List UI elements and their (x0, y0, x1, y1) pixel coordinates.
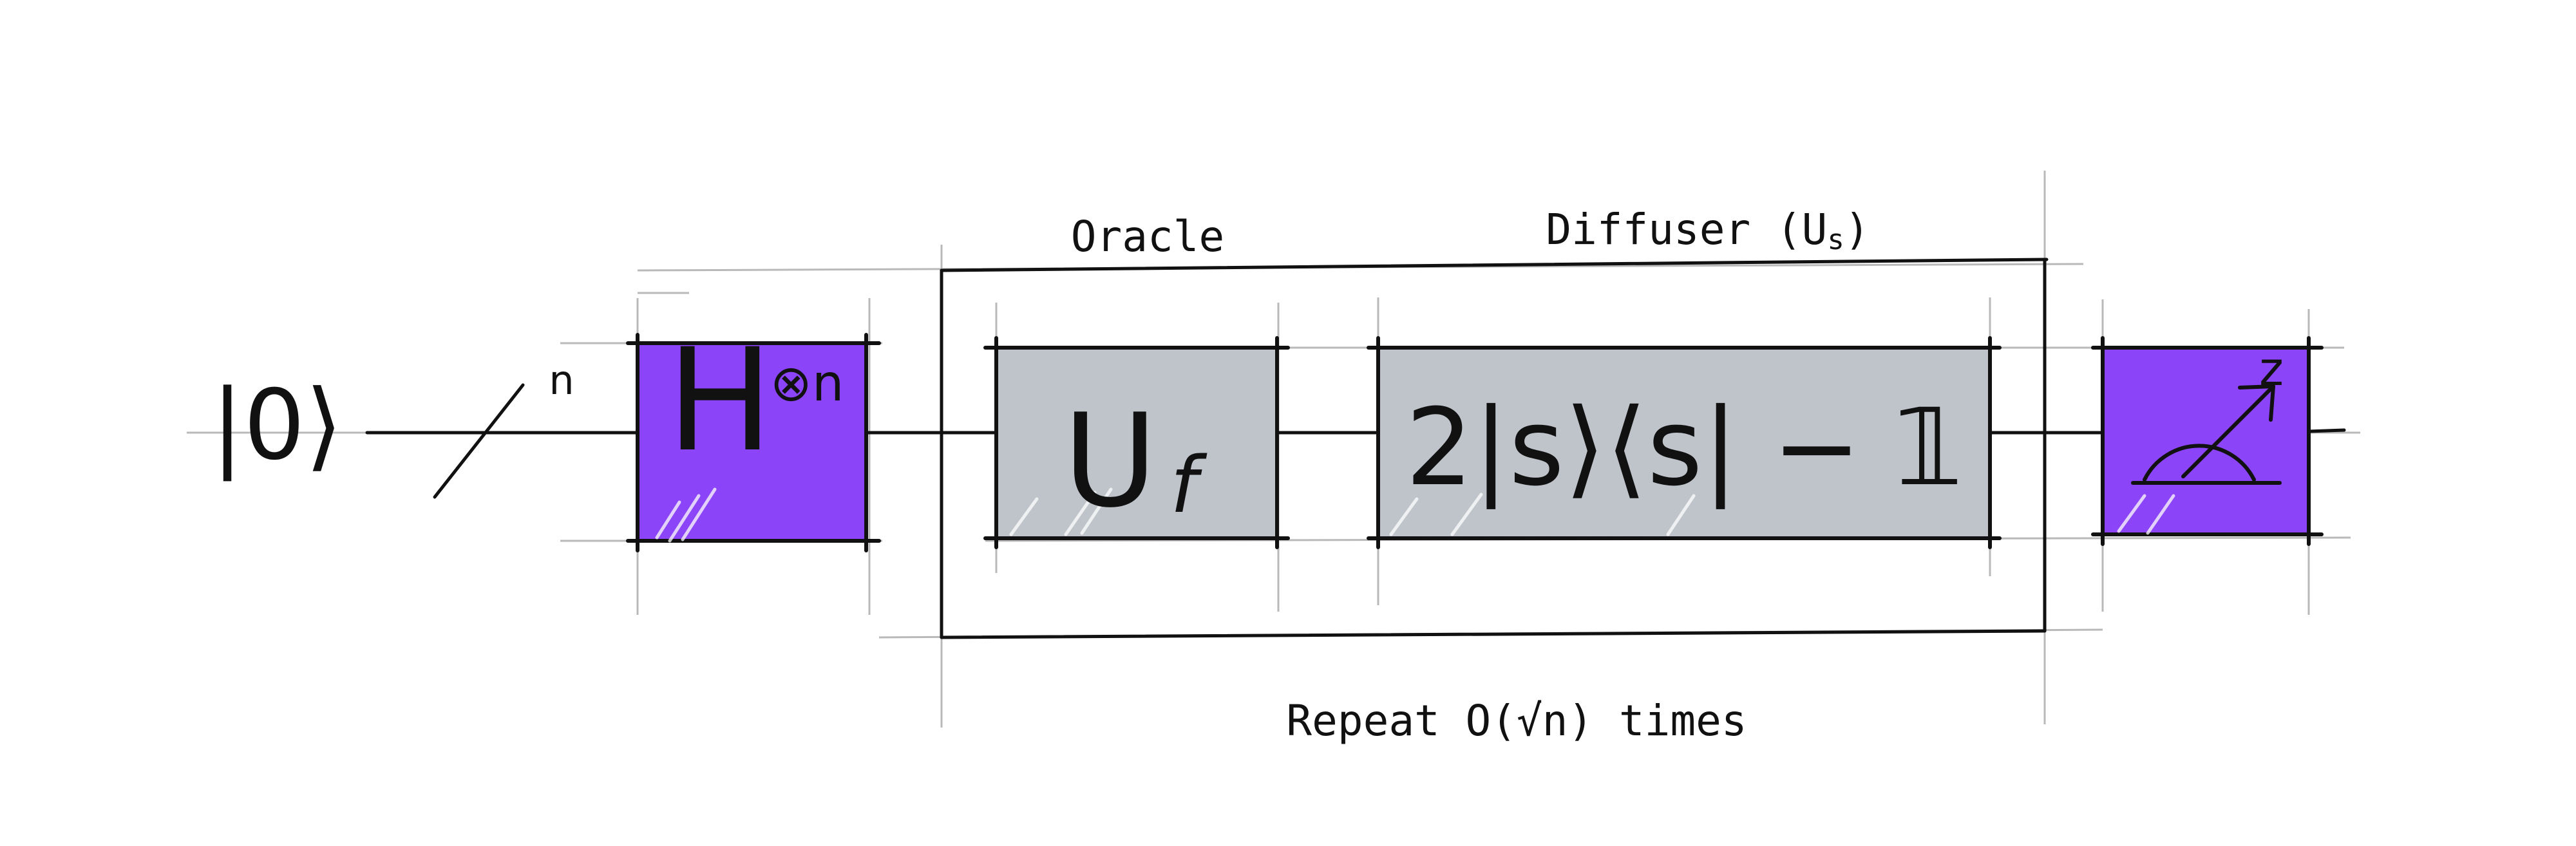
repeat-label: Repeat O(√n) times (1286, 696, 1747, 746)
oracle-gate-box (996, 348, 1277, 538)
diffuser-gate[interactable]: 2|s⟩⟨s| − 𝟙 (1367, 336, 2002, 549)
hadamard-gate[interactable]: H ⊗n (626, 318, 881, 552)
meter-icon (2131, 384, 2282, 485)
diffuser-label-main: Diffuser (U (1546, 205, 1827, 254)
register-slash: n (433, 357, 574, 499)
diffuser-label-subscript: s (1827, 223, 1844, 256)
hadamard-superscript: ⊗n (770, 355, 844, 413)
oracle-label: Oracle (1071, 212, 1224, 261)
measurement-basis-label: z (2259, 342, 2284, 396)
repeat-loop-frame (940, 258, 2049, 639)
diffuser-gate-expression: 2|s⟩⟨s| − 𝟙 (1406, 386, 1963, 509)
measurement-gate-box (2103, 348, 2309, 534)
measurement-gate[interactable]: z (2091, 336, 2324, 546)
hadamard-label: H (667, 318, 773, 483)
oracle-gate-U: U (1063, 386, 1157, 536)
diffuser-label-close: ) (1844, 205, 1870, 254)
input-ket-label: |0⟩ (211, 370, 343, 482)
diffuser-label: Diffuser (Us) (1546, 205, 1870, 256)
diffuser-gate-box (1378, 348, 1990, 538)
register-size-label: n (549, 357, 574, 404)
